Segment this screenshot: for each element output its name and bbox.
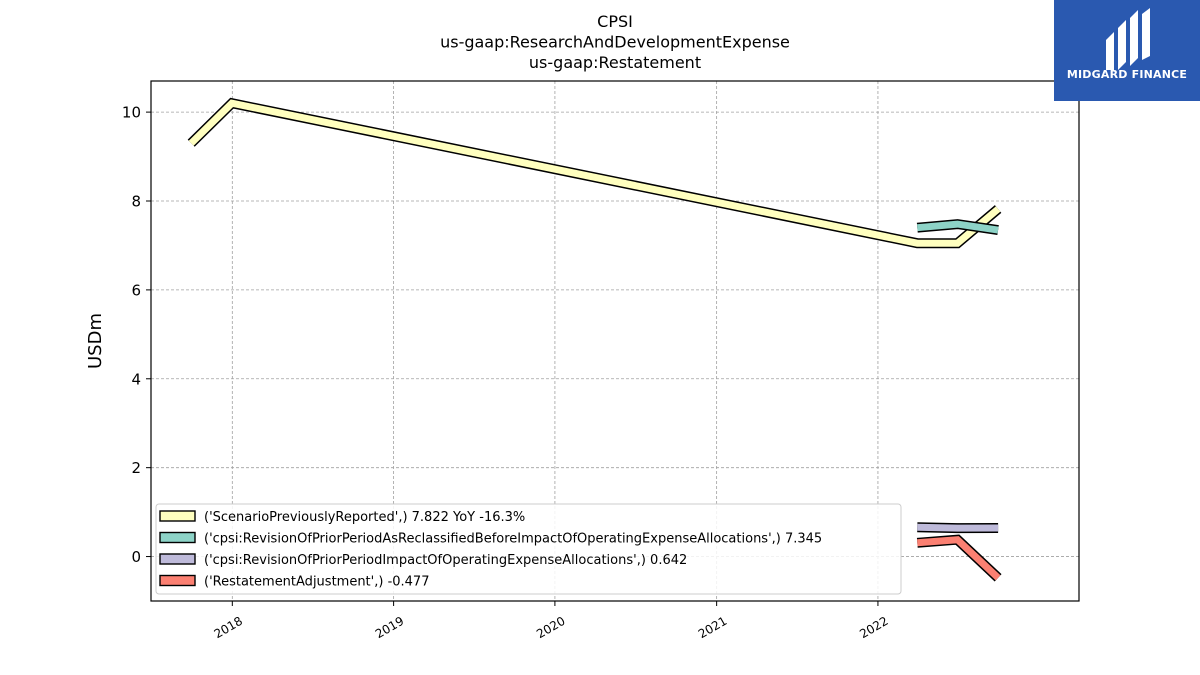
series-line <box>916 219 999 236</box>
y-tick-label: 0 <box>131 548 141 566</box>
series-fill <box>916 220 999 234</box>
series-line <box>917 522 999 534</box>
legend-entry-label: ('cpsi:RevisionOfPriorPeriodAsReclassifi… <box>204 532 822 547</box>
series-outline <box>916 534 1002 582</box>
chart-title-line: us-gaap:ResearchAndDevelopmentExpense <box>440 33 790 52</box>
y-tick-label: 10 <box>122 104 141 122</box>
series-layer <box>187 97 1002 582</box>
y-tick-label: 6 <box>131 281 141 299</box>
x-tick-label: 2022 <box>857 614 890 641</box>
legend-swatch <box>159 553 196 565</box>
series-fill <box>188 99 1001 247</box>
logo-mark-icon <box>1106 8 1150 70</box>
x-tick-label: 2020 <box>534 614 567 641</box>
chart-title: CPSI us-gaap:ResearchAndDevelopmentExpens… <box>440 12 790 72</box>
series-line <box>187 97 1002 249</box>
legend-entry-label: ('ScenarioPreviouslyReported',) 7.822 Yo… <box>204 510 525 525</box>
y-axis-label: USDm <box>85 313 106 369</box>
chart-title-line: CPSI <box>597 12 633 31</box>
series-fill <box>917 523 999 532</box>
x-tick-label: 2018 <box>212 614 245 641</box>
legend: ('ScenarioPreviouslyReported',) 7.822 Yo… <box>155 503 902 595</box>
logo-text: MIDGARD FINANCE <box>1066 68 1188 81</box>
legend-box <box>155 503 902 595</box>
x-tick-label: 2021 <box>696 614 729 641</box>
series-line <box>916 534 1002 582</box>
legend-swatch <box>159 510 196 522</box>
y-tick-label: 4 <box>131 370 141 388</box>
x-axis: 2018 2019 2020 2021 2022 <box>212 601 891 641</box>
series-fill <box>917 536 1001 581</box>
brand-logo: MIDGARD FINANCE <box>1054 0 1200 101</box>
legend-swatch <box>159 574 196 587</box>
series-outline <box>187 97 1002 249</box>
plot-frame <box>150 80 1080 602</box>
x-tick-label: 2019 <box>373 614 406 641</box>
legend-entry-label: ('RestatementAdjustment',) -0.477 <box>204 575 429 590</box>
y-axis: 0 2 4 6 8 10 <box>122 104 151 566</box>
y-tick-label: 8 <box>131 193 141 211</box>
legend-swatch <box>159 531 196 544</box>
y-tick-label: 2 <box>131 459 141 477</box>
legend-entry-label: ('cpsi:RevisionOfPriorPeriodImpactOfOper… <box>204 553 687 568</box>
chart-title-line: us-gaap:Restatement <box>529 53 701 72</box>
